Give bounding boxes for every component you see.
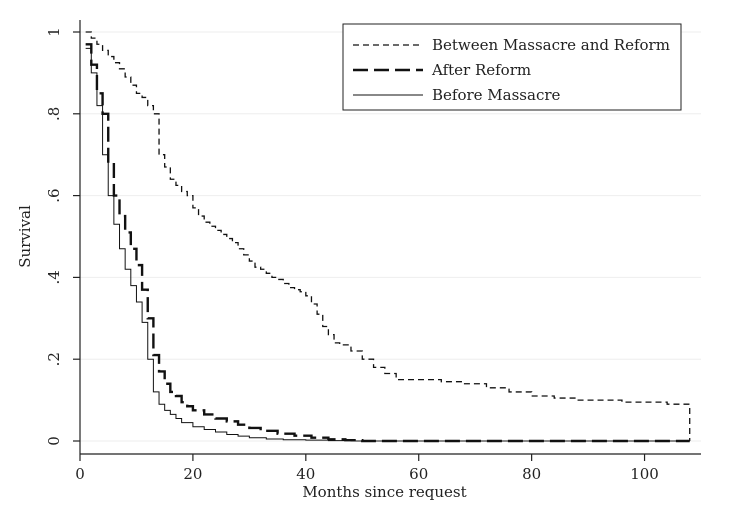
legend-label-0: Between Massacre and Reform (432, 36, 670, 54)
x-tick-label-5: 100 (630, 465, 659, 483)
legend-label-1: After Reform (431, 61, 531, 79)
legend-items: Between Massacre and Reform After Reform B… (353, 36, 670, 104)
y-tick-label-1: .2 (45, 352, 63, 366)
ticks: 0 .2 .4 .6 .8 1 0 20 40 60 80 100 (45, 27, 659, 483)
y-tick-label-4: .8 (45, 107, 63, 121)
y-tick-label-5: 1 (45, 27, 63, 37)
x-tick-label-2: 40 (296, 465, 315, 483)
legend-box (342, 23, 682, 111)
y-axis-title: Survival (16, 205, 34, 268)
legend-label-2: Before Massacre (432, 86, 561, 104)
x-tick-label-0: 0 (75, 465, 85, 483)
series-line-2 (85, 47, 690, 442)
series-line-1 (85, 43, 690, 443)
y-tick-label-3: .6 (45, 188, 63, 202)
x-axis-title: Months since request (302, 483, 466, 501)
x-tick-label-3: 60 (409, 465, 428, 483)
axes (79, 20, 701, 455)
y-tick-label-2: .4 (45, 270, 63, 284)
series-lines (85, 31, 691, 443)
x-tick-label-4: 80 (522, 465, 541, 483)
y-tick-label-0: 0 (45, 436, 63, 446)
legend: Between Massacre and Reform After Reform B… (342, 23, 682, 111)
series-line-0 (85, 31, 691, 441)
x-tick-label-1: 20 (183, 465, 202, 483)
